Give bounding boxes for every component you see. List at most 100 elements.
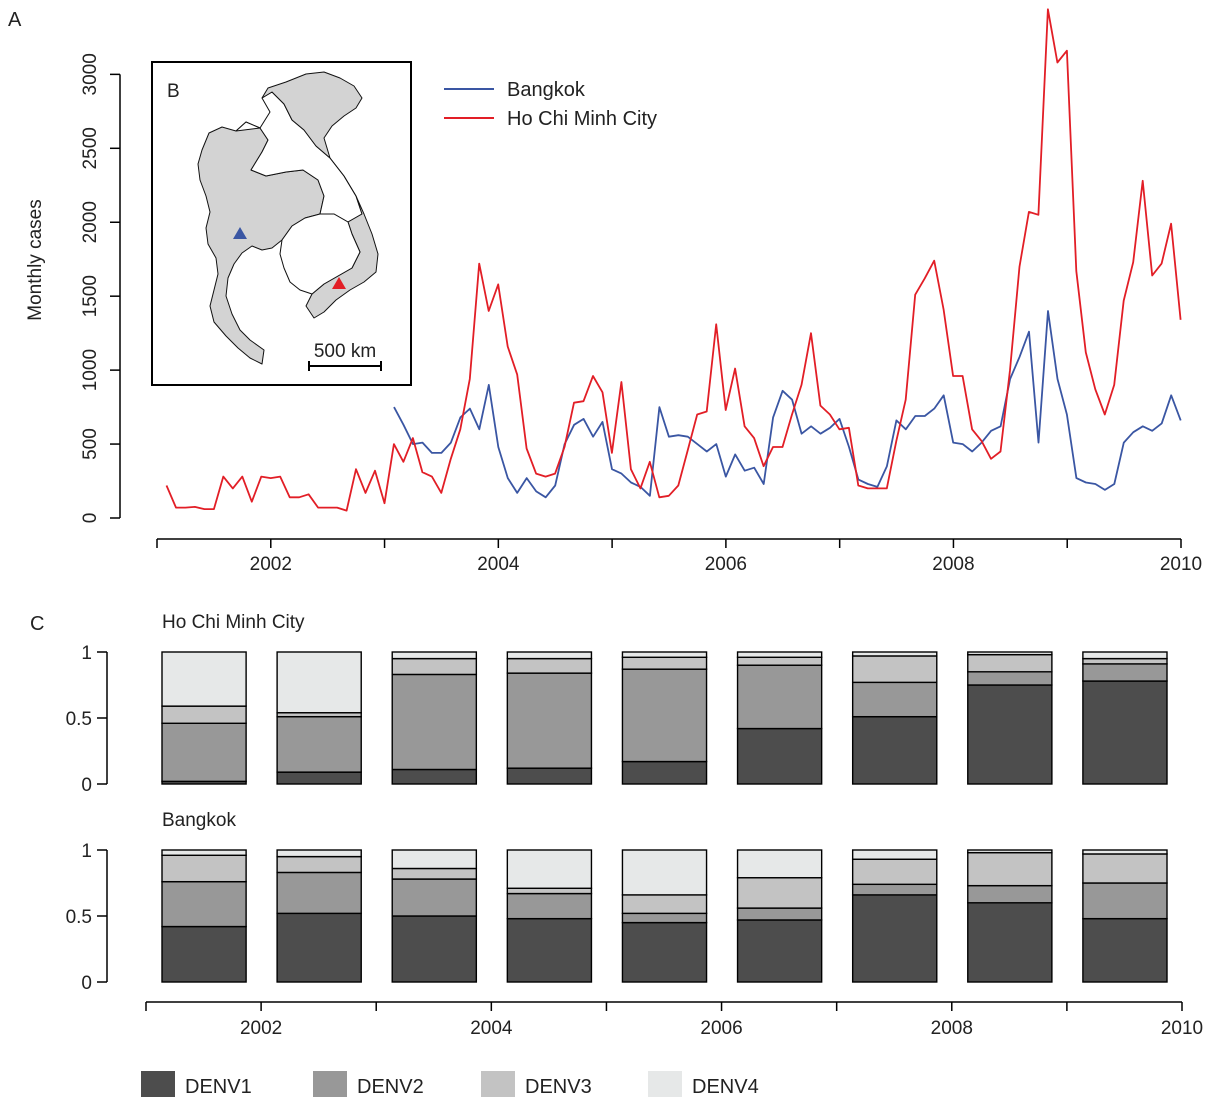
- hcmc-bar-segment-denv3: [736, 656, 823, 666]
- serotype-legend: DENV1 DENV2 DENV3 DENV4: [141, 1071, 759, 1097]
- bangkok-bar-segment-denv2: [967, 884, 1053, 904]
- hcmc-bar-segment-denv1: [621, 760, 708, 785]
- bangkok-bar-segment-denv1: [851, 894, 938, 983]
- bangkok-bar-segment-denv4: [391, 849, 478, 870]
- legend-label-bangkok: Bangkok: [507, 79, 586, 101]
- bangkok-bar-segment-denv2: [851, 883, 938, 896]
- hcmc-bar-segment-denv1: [391, 768, 478, 785]
- bangkok-bar-segment-denv2: [161, 880, 247, 928]
- y-axis: 0 500 1000 1500 2000 2500 3000: [80, 53, 121, 523]
- hcmc-bar-segment-denv1: [967, 684, 1053, 785]
- bangkok-bar-segment-denv4: [1082, 849, 1168, 855]
- legend-swatch-denv4: [648, 1071, 682, 1097]
- bangkok-bar-segment-denv1: [276, 912, 362, 983]
- bangkok-bar-segment-denv3: [621, 894, 708, 915]
- bangkok-bar-segment-denv1: [736, 919, 823, 983]
- x-tick-label: 2008: [932, 554, 974, 575]
- bangkok-bar-segment-denv1: [506, 917, 593, 983]
- bangkok-bar-segment-denv3: [1082, 853, 1168, 884]
- hcmc-bar-segment-denv4: [1082, 651, 1168, 660]
- bangkok-bar-segment-denv4: [161, 849, 247, 856]
- bangkok-y-tick-label: 1: [81, 841, 92, 862]
- legend-label-denv4: DENV4: [692, 1076, 759, 1097]
- bangkok-bar-segment-denv4: [276, 849, 362, 858]
- hcmc-stacked-bars: 00.51: [66, 643, 1168, 796]
- bangkok-bar-segment-denv4: [621, 849, 708, 896]
- bangkok-bar-segment-denv3: [851, 858, 938, 886]
- legend: Bangkok Ho Chi Minh City: [444, 79, 657, 130]
- legend-swatch-denv2: [313, 1071, 347, 1097]
- hcmc-bar-segment-denv1: [736, 727, 823, 785]
- bangkok-line: [393, 310, 1182, 499]
- ho-chi-minh-city-marker: [332, 277, 346, 289]
- hcmc-bar-segment-denv2: [967, 671, 1053, 686]
- hcmc-bar-segment-denv4: [621, 651, 708, 658]
- panel-label-a: A: [8, 9, 22, 31]
- hcmc-bar-segment-denv2: [736, 664, 823, 730]
- hcmc-bar-segment-denv2: [391, 673, 478, 771]
- x-tick-label: 2010: [1160, 554, 1202, 575]
- legend-swatch-denv1: [141, 1071, 175, 1097]
- hcmc-bar-segment-denv4: [391, 651, 478, 660]
- hcmc-bar-segment-denv3: [506, 657, 593, 674]
- hcmc-bar-segment-denv4: [506, 651, 593, 660]
- bangkok-bar-segment-denv1: [391, 915, 478, 983]
- legend-label-denv3: DENV3: [525, 1076, 592, 1097]
- bangkok-bar-segment-denv3: [161, 854, 247, 883]
- bangkok-bar-segment-denv4: [506, 849, 593, 889]
- bangkok-bar-segment-denv4: [736, 849, 823, 879]
- hcmc-bar-segment-denv4: [967, 651, 1053, 656]
- hcmc-y-tick-label: 0: [81, 775, 92, 796]
- hcmc-bar-segment-denv4: [161, 651, 247, 707]
- x-axis: 2002 2004 2006 2008 2010: [156, 538, 1202, 575]
- bangkok-bar-segment-denv1: [967, 902, 1053, 983]
- bangkok-bar-segment-denv1: [161, 925, 247, 983]
- hcmc-bar-segment-denv4: [736, 651, 823, 658]
- bar-x-tick-label: 2006: [700, 1018, 742, 1039]
- hcmc-bar-segment-denv3: [161, 705, 247, 724]
- hcmc-bar-segment-denv2: [506, 672, 593, 769]
- hcmc-bar-segment-denv2: [621, 668, 708, 763]
- bangkok-stacked-bars: 00.51: [66, 841, 1168, 994]
- hcmc-bar-segment-denv1: [506, 767, 593, 785]
- serotype-bar-charts: Ho Chi Minh City 00.51 Bangkok 00.51 200…: [66, 612, 1204, 1039]
- bangkok-bar-segment-denv3: [967, 851, 1053, 887]
- x-tick-label: 2006: [705, 554, 747, 575]
- bangkok-bar-segment-denv1: [621, 921, 708, 983]
- bangkok-bar-segment-denv4: [851, 849, 938, 860]
- series-lines: [165, 8, 1182, 512]
- map-cambodia: [279, 213, 361, 295]
- hcmc-bar-segment-denv2: [1082, 663, 1168, 682]
- bangkok-bar-segment-denv2: [391, 878, 478, 917]
- x-tick-label: 2002: [250, 554, 292, 575]
- y-tick-label: 500: [80, 428, 101, 460]
- hcmc-bar-segment-denv3: [1082, 657, 1168, 665]
- hcmc-y-tick-label: 1: [81, 643, 92, 664]
- bangkok-y-tick-label: 0: [81, 973, 92, 994]
- hcmc-bar-segment-denv2: [276, 715, 362, 773]
- hcmc-bar-title: Ho Chi Minh City: [162, 612, 305, 633]
- bar-x-axis: 2002 2004 2006 2008 2010: [145, 1001, 1203, 1039]
- hcmc-bar-segment-denv1: [1082, 680, 1168, 785]
- bar-x-tick-label: 2008: [931, 1018, 973, 1039]
- bangkok-bar-segment-denv2: [276, 871, 362, 915]
- bangkok-bar-segment-denv2: [621, 912, 708, 924]
- y-tick-label: 2500: [80, 127, 101, 169]
- hcmc-bar-segment-denv2: [161, 722, 247, 783]
- bangkok-bar-segment-denv3: [736, 877, 823, 909]
- panel-label-b: B: [167, 81, 180, 102]
- hcmc-bar-segment-denv3: [967, 653, 1053, 673]
- bar-x-tick-label: 2002: [240, 1018, 282, 1039]
- map-vietnam: [261, 71, 379, 319]
- legend-label-denv1: DENV1: [185, 1076, 252, 1097]
- hcmc-bar-segment-denv3: [391, 657, 478, 676]
- y-tick-label: 1000: [80, 349, 101, 391]
- hcmc-bar-segment-denv2: [851, 681, 938, 718]
- y-tick-label: 1500: [80, 275, 101, 317]
- hcmc-bar-segment-denv3: [851, 655, 938, 684]
- scale-bar-label: 500 km: [314, 341, 376, 362]
- bangkok-bar-segment-denv3: [506, 887, 593, 895]
- bangkok-bar-title: Bangkok: [162, 810, 236, 831]
